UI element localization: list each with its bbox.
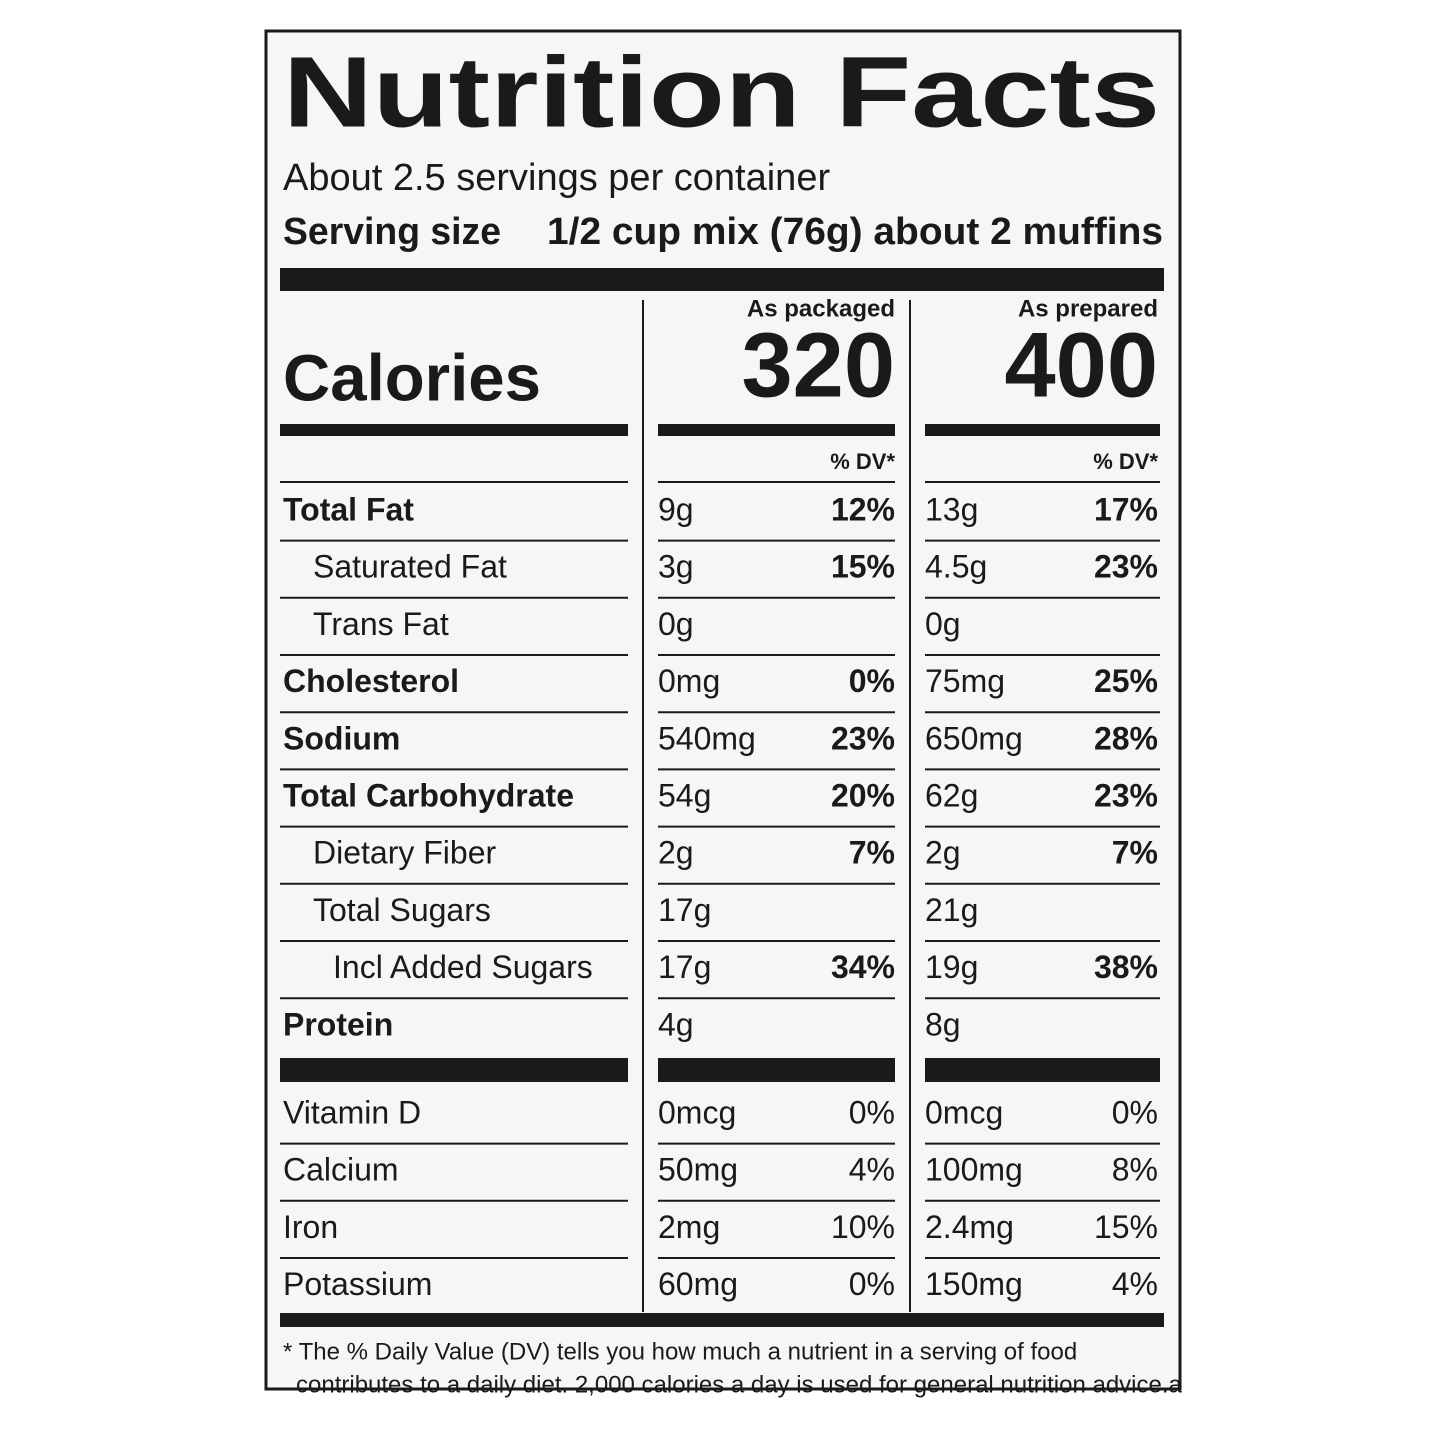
daily-value: 12% xyxy=(831,491,895,527)
amount: 60mg xyxy=(658,1266,738,1302)
nutrient-name: Protein xyxy=(283,1006,393,1042)
calories-value: 400 xyxy=(1005,314,1159,416)
amount: 0mcg xyxy=(658,1094,736,1130)
label-border xyxy=(264,29,1182,1391)
nutrient-name: Calcium xyxy=(283,1152,399,1188)
daily-value: 15% xyxy=(831,549,895,585)
thick-rule xyxy=(925,424,1160,436)
amount: 2g xyxy=(925,835,961,871)
servings: About 2.5 servings per container xyxy=(283,157,830,199)
title: Nutrition Facts xyxy=(283,36,1160,148)
thick-rule xyxy=(658,1058,895,1082)
amount: 17g xyxy=(658,892,711,928)
amount: 19g xyxy=(925,949,978,985)
amount: 62g xyxy=(925,777,978,813)
amount: 0mg xyxy=(658,663,720,699)
daily-value: 7% xyxy=(849,835,895,871)
amount: 4g xyxy=(658,1006,694,1042)
daily-value: 38% xyxy=(1094,949,1158,985)
column-header: As packaged xyxy=(747,295,895,322)
amount: 54g xyxy=(658,777,711,813)
amount: 0mcg xyxy=(925,1094,1003,1130)
amount: 2.4mg xyxy=(925,1209,1014,1245)
amount: 75mg xyxy=(925,663,1005,699)
amount: 8g xyxy=(925,1006,961,1042)
amount: 17g xyxy=(658,949,711,985)
amount: 0g xyxy=(658,606,694,642)
daily-value: 0% xyxy=(849,1266,895,1302)
daily-value: 17% xyxy=(1094,491,1158,527)
amount: 0g xyxy=(925,606,961,642)
daily-value: 4% xyxy=(849,1152,895,1188)
dv-header: % DV* xyxy=(830,449,895,474)
nutrient-name: Total Carbohydrate xyxy=(283,777,574,813)
thick-rule xyxy=(280,1313,1164,1327)
daily-value: 0% xyxy=(849,663,895,699)
thick-rule xyxy=(280,268,1164,291)
amount: 150mg xyxy=(925,1266,1023,1302)
amount: 50mg xyxy=(658,1152,738,1188)
nutrient-name: Incl Added Sugars xyxy=(333,949,593,985)
daily-value: 28% xyxy=(1094,720,1158,756)
amount: 21g xyxy=(925,892,978,928)
daily-value: 8% xyxy=(1112,1152,1158,1188)
amount: 9g xyxy=(658,491,694,527)
serving-size-value: 1/2 cup mix (76g) about 2 muffins xyxy=(547,211,1163,253)
amount: 540mg xyxy=(658,720,756,756)
daily-value: 0% xyxy=(1112,1094,1158,1130)
daily-value: 23% xyxy=(831,720,895,756)
daily-value: 23% xyxy=(1094,549,1158,585)
daily-value: 23% xyxy=(1094,777,1158,813)
daily-value: 4% xyxy=(1112,1266,1158,1302)
nutrient-name: Saturated Fat xyxy=(313,549,507,585)
amount: 2mg xyxy=(658,1209,720,1245)
nutrient-name: Dietary Fiber xyxy=(313,835,497,871)
thick-rule xyxy=(925,1058,1160,1082)
amount: 2g xyxy=(658,835,694,871)
calories-label: Calories xyxy=(283,340,541,414)
serving-size-label: Serving size xyxy=(283,211,501,253)
amount: 100mg xyxy=(925,1152,1023,1188)
nutrient-name: Total Sugars xyxy=(313,892,491,928)
daily-value: 7% xyxy=(1112,835,1158,871)
nutrient-name: Potassium xyxy=(283,1266,432,1302)
dv-header: % DV* xyxy=(1093,449,1158,474)
column-header: As prepared xyxy=(1018,295,1158,322)
daily-value: 0% xyxy=(849,1094,895,1130)
calories-value: 320 xyxy=(742,314,896,416)
thick-rule xyxy=(280,424,628,436)
footnote: contributes to a daily diet. 2,000 calor… xyxy=(296,1371,1183,1398)
amount: 13g xyxy=(925,491,978,527)
amount: 4.5g xyxy=(925,549,987,585)
daily-value: 15% xyxy=(1094,1209,1158,1245)
daily-value: 34% xyxy=(831,949,895,985)
nutrient-name: Iron xyxy=(283,1209,338,1245)
nutrient-name: Total Fat xyxy=(283,491,414,527)
nutrient-name: Cholesterol xyxy=(283,663,459,699)
daily-value: 20% xyxy=(831,777,895,813)
amount: 3g xyxy=(658,549,694,585)
nutrient-name: Sodium xyxy=(283,720,400,756)
nutrient-name: Vitamin D xyxy=(283,1094,421,1130)
nutrient-name: Trans Fat xyxy=(313,606,449,642)
footnote: * The % Daily Value (DV) tells you how m… xyxy=(283,1338,1077,1365)
amount: 650mg xyxy=(925,720,1023,756)
daily-value: 10% xyxy=(831,1209,895,1245)
thick-rule xyxy=(658,424,895,436)
daily-value: 25% xyxy=(1094,663,1158,699)
thick-rule xyxy=(280,1058,628,1082)
